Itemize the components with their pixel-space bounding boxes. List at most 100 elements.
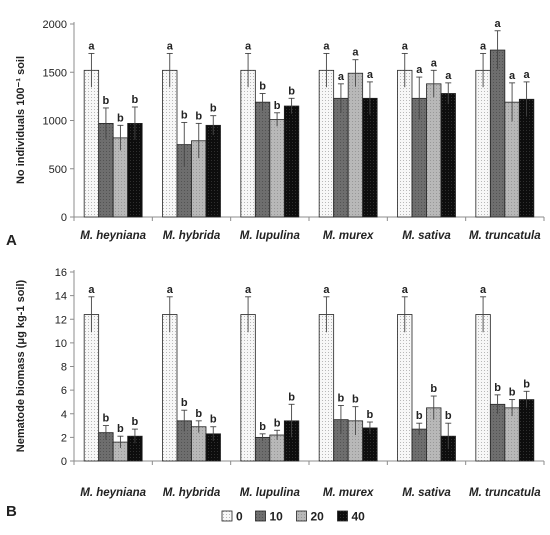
panel-b-significance-label: b — [430, 383, 437, 395]
panel-a-significance-label: b — [288, 85, 295, 97]
legend-label-40: 40 — [352, 510, 366, 524]
panel-b-bar-m-sativa-0 — [397, 314, 413, 462]
panel-b-bar-m-truncatula-40 — [518, 399, 535, 462]
panel-b-y-tick-label: 12 — [55, 314, 67, 326]
panel-a-significance-label: a — [367, 69, 374, 81]
panel-b-bar-m-murex-0 — [318, 314, 335, 462]
panel-b-significance-label: a — [245, 284, 252, 296]
panel-b-x-category-label: M. sativa — [402, 487, 451, 499]
panel-b-significance-label: b — [338, 392, 345, 404]
panel-a-bar-m-sativa-0 — [397, 69, 413, 218]
panel-a-bar-m-sativa-40 — [440, 93, 456, 218]
panel-a-significance-label: a — [88, 40, 95, 52]
panel-b-significance-label: a — [480, 284, 487, 296]
panel-a-y-tick-label: 1000 — [43, 116, 67, 128]
panel-b-significance-label: b — [132, 416, 139, 428]
panel-b-significance-label: b — [288, 391, 295, 403]
legend-swatch-0 — [221, 510, 233, 522]
panel-a-bar-m-murex-40 — [362, 97, 378, 218]
panel-b-significance-label: a — [88, 284, 95, 296]
legend-swatch-40 — [337, 510, 348, 522]
panel-a-bar-m-lupulina-0 — [240, 69, 256, 218]
panel-a-significance-label: a — [431, 57, 438, 69]
panel-b-significance-label: b — [259, 421, 266, 433]
panel-a-significance-label: a — [445, 70, 452, 82]
panel-a-significance-label: b — [259, 80, 266, 92]
panel-a-x-category-label: M. lupulina — [240, 230, 301, 242]
panel-a-x-category-label: M. hybrida — [163, 230, 221, 242]
panel-a-y-tick-label: 2000 — [43, 19, 67, 31]
panel-a-x-category-label: M. heyniana — [80, 230, 146, 242]
panel-a-y-axis-label: No individuals 100⁻¹ soil — [15, 56, 27, 184]
panel-a-significance-label: a — [352, 47, 359, 59]
panel-b-bar-m-truncatula-0 — [475, 314, 491, 462]
panel-b-y-tick-label: 8 — [61, 362, 67, 374]
panel-a-significance-label: a — [416, 64, 423, 76]
panel-a-bar-m-murex-20 — [347, 72, 364, 218]
panel-b-y-axis-label: Nematode biomass (μg kg-1 soil) — [15, 279, 27, 452]
legend-label-20: 20 — [311, 510, 325, 524]
panel-a-significance-label: b — [132, 94, 139, 106]
panel-a-x-category-label: M. murex — [323, 230, 374, 242]
legend-swatch-10 — [255, 510, 266, 522]
panel-a-significance-label: a — [167, 40, 174, 52]
panel-a-significance-label: a — [245, 40, 252, 52]
panel-b-x-category-label: M. murex — [323, 487, 374, 499]
panel-b-bar-m-heyniana-0 — [83, 314, 100, 462]
panel-a-significance-label: b — [274, 100, 281, 112]
panel-a-significance-label: b — [117, 112, 124, 124]
panel-a-x-category-label: M. truncatula — [469, 230, 541, 242]
legend-swatch-20 — [296, 510, 307, 522]
panel-b-y-tick-label: 0 — [61, 456, 67, 468]
panel-a-bar-m-hybrida-0 — [162, 69, 178, 218]
legend-label-0: 0 — [236, 510, 243, 524]
panel-b-significance-label: b — [117, 423, 124, 435]
panel-a-y-tick-label: 500 — [49, 164, 67, 176]
chart-panel-a: 0 500 1000 1500 2000 No individuals 100⁻¹ soi… — [15, 18, 545, 242]
panel-b-x-category-label: M. truncatula — [469, 487, 541, 499]
panel-b-significance-label: b — [416, 410, 423, 422]
panel-b-y-tick-label: 4 — [61, 409, 67, 421]
panel-b-significance-label: b — [352, 394, 359, 406]
panel-b-y-tick-label: 2 — [61, 432, 67, 444]
panel-label-b: B — [6, 503, 17, 520]
panel-b-bar-m-hybrida-0 — [162, 314, 178, 462]
panel-a-significance-label: b — [195, 110, 202, 122]
panel-a-bar-m-murex-0 — [318, 69, 335, 218]
panel-label-a: A — [6, 232, 17, 249]
legend: 0 10 20 40 — [221, 510, 366, 524]
panel-a-bar-m-murex-10 — [333, 97, 349, 218]
panel-b-significance-label: b — [367, 409, 374, 421]
panel-a-significance-label: a — [402, 40, 409, 52]
panel-a-y-tick-label: 1500 — [43, 67, 67, 79]
panel-a-significance-label: a — [524, 69, 531, 81]
panel-b-significance-label: b — [445, 410, 452, 422]
panel-b-y-tick-label: 16 — [55, 267, 67, 279]
panel-a-significance-label: b — [210, 103, 217, 115]
panel-b-bar-m-lupulina-0 — [240, 314, 256, 462]
panel-b-significance-label: b — [509, 387, 516, 399]
panel-a-bar-m-truncatula-10 — [489, 49, 506, 218]
legend-label-10: 10 — [270, 510, 284, 524]
panel-a-bar-m-lupulina-10 — [254, 101, 271, 218]
panel-b-significance-label: a — [323, 284, 330, 296]
panel-b-x-category-label: M. hybrida — [163, 487, 221, 499]
panel-b-significance-label: a — [402, 284, 409, 296]
panel-a-bar-m-hybrida-40 — [205, 124, 221, 218]
panel-a-x-category-label: M. sativa — [402, 230, 451, 242]
panel-a-bar-m-heyniana-0 — [83, 69, 100, 218]
panel-a-significance-label: a — [495, 18, 502, 30]
panel-b-significance-label: b — [181, 397, 188, 409]
panel-a-bar-m-lupulina-40 — [283, 105, 300, 218]
panel-a-significance-label: a — [323, 40, 330, 52]
panel-a-bar-m-truncatula-0 — [475, 69, 491, 218]
panel-a-significance-label: b — [103, 95, 110, 107]
panel-b-significance-label: b — [274, 417, 281, 429]
panel-a-bar-m-truncatula-40 — [518, 98, 535, 218]
panel-b-significance-label: b — [103, 413, 110, 425]
panel-b-significance-label: b — [195, 408, 202, 420]
panel-a-bar-m-sativa-20 — [426, 83, 442, 218]
panel-b-y-tick-label: 6 — [61, 385, 67, 397]
panel-b-y-tick-label: 14 — [55, 291, 67, 303]
